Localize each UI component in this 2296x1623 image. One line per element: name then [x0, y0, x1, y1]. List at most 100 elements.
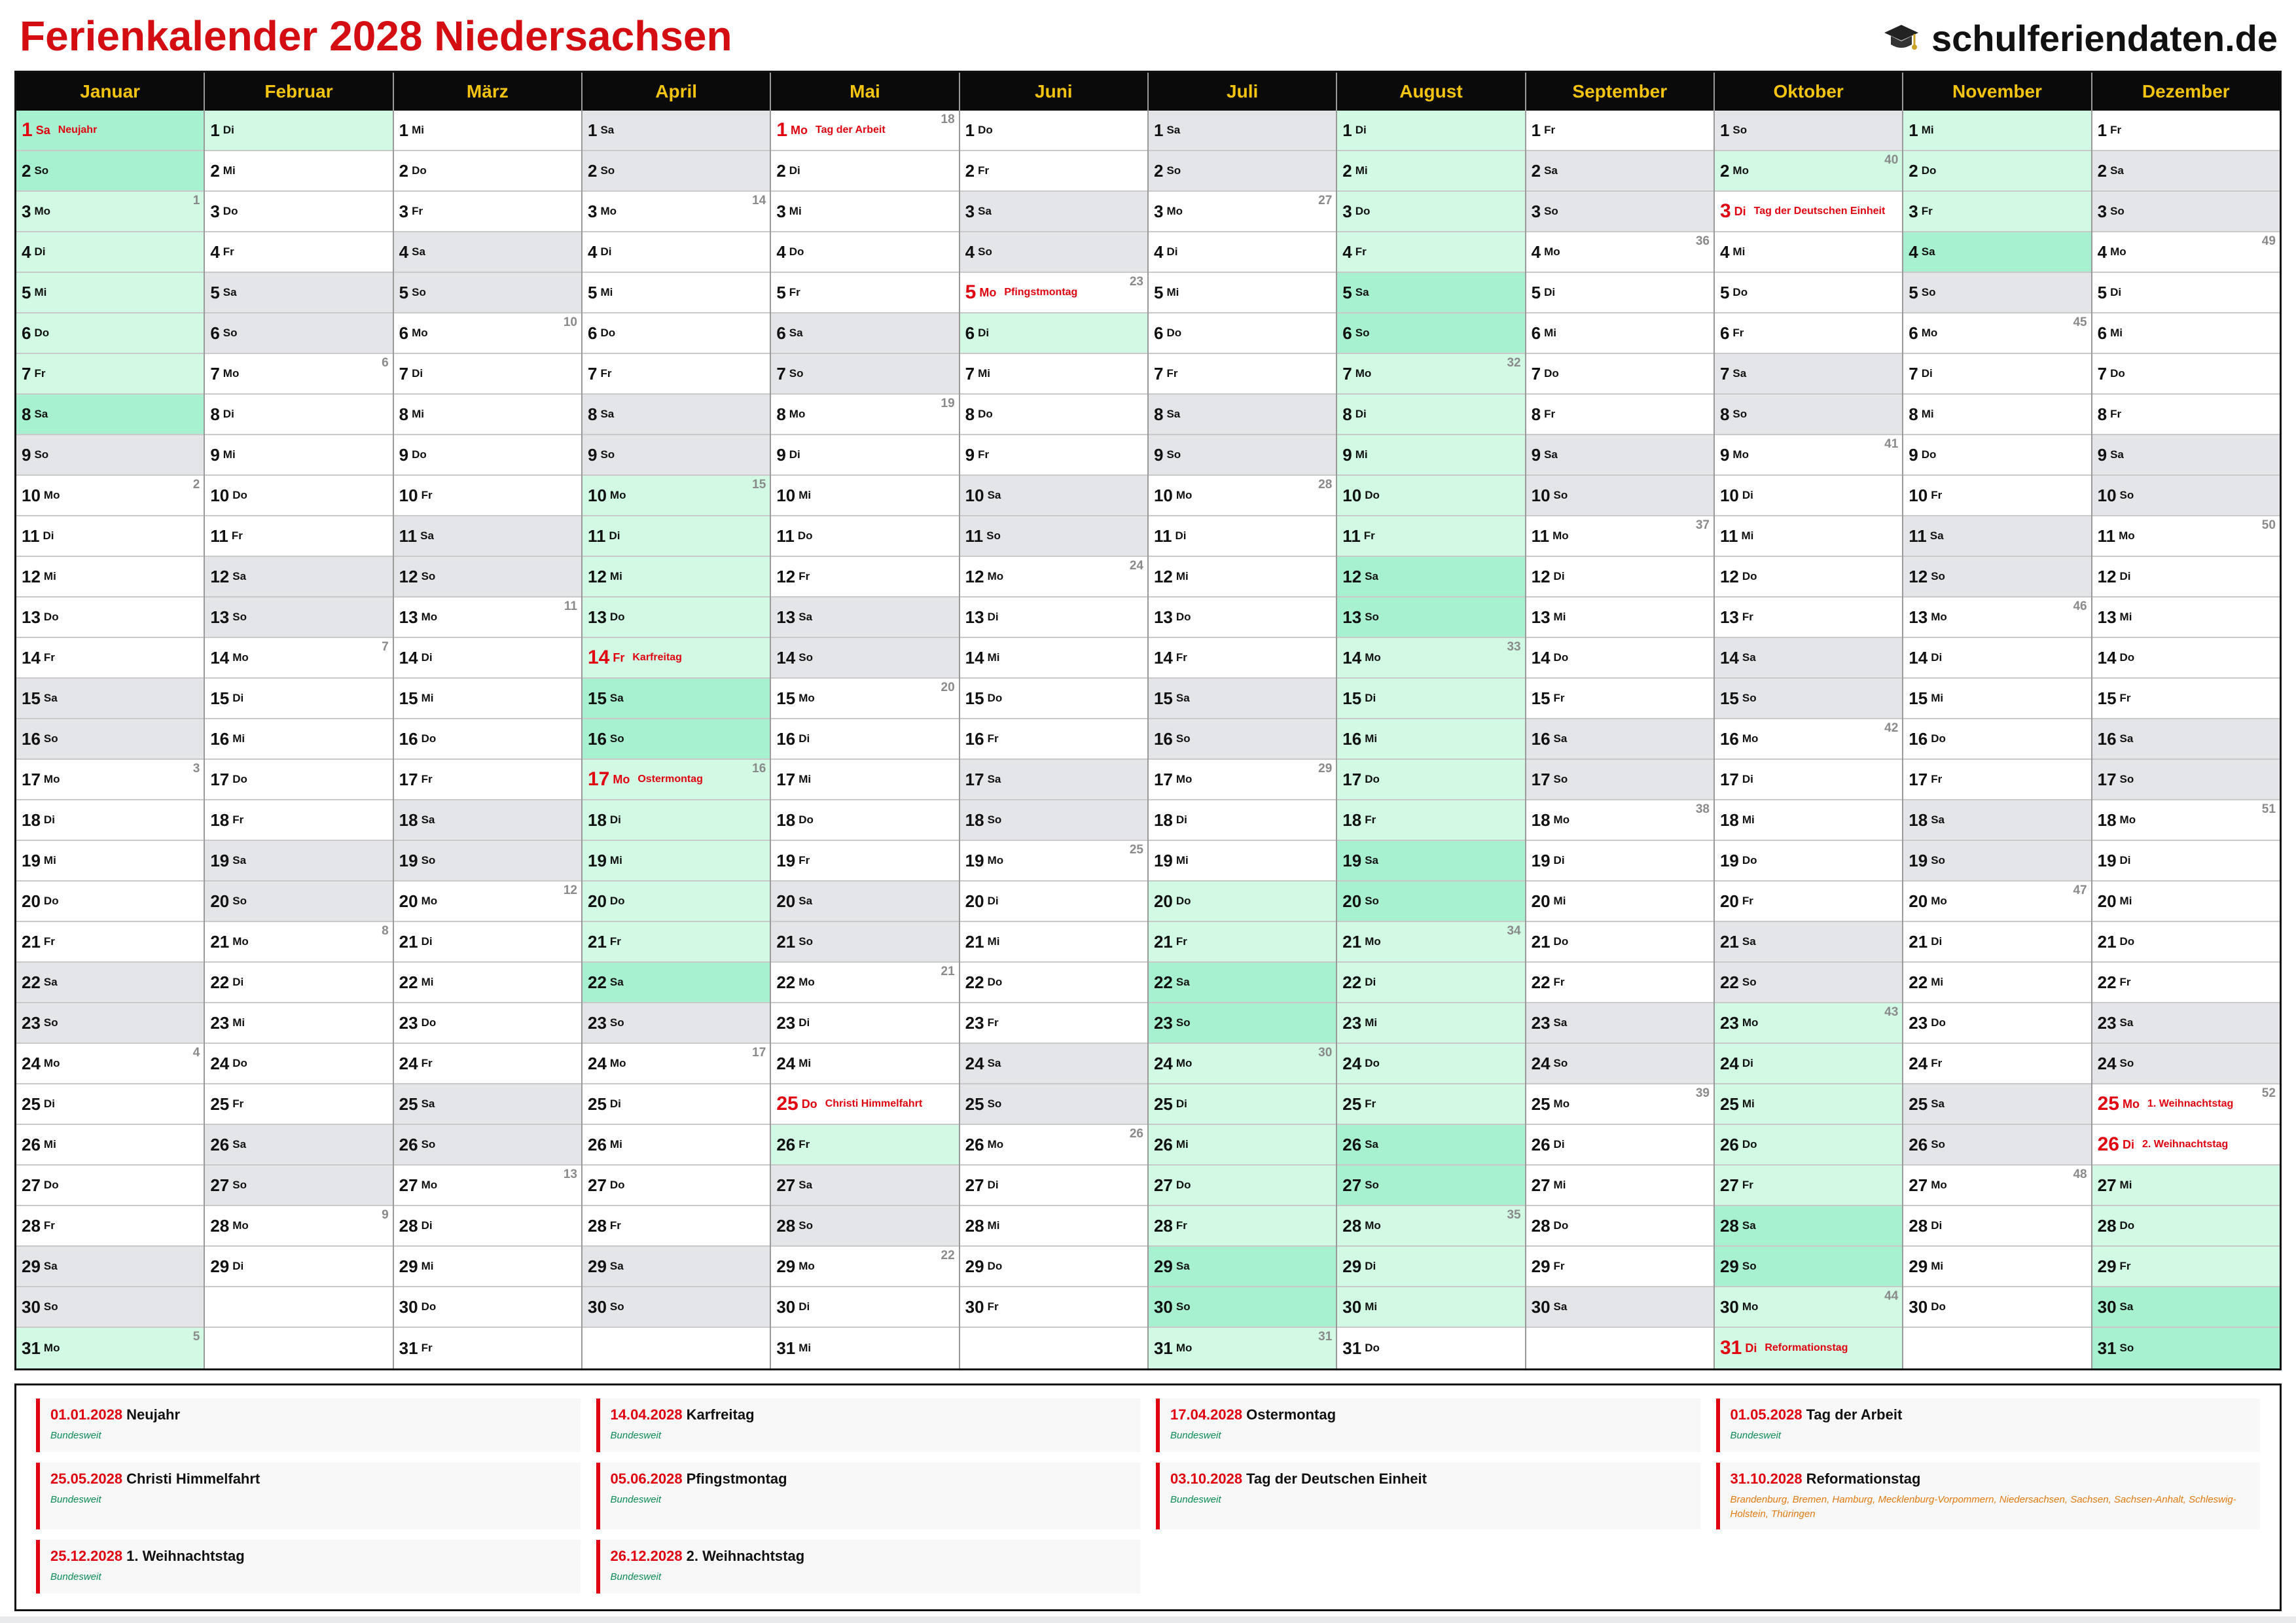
- day-cell: 4 Fr: [205, 232, 393, 273]
- weekday: Sa: [421, 813, 435, 826]
- day-number: 2: [776, 160, 786, 181]
- weekday: Di: [223, 408, 234, 420]
- weekday: Fr: [231, 529, 243, 542]
- weekday: Mi: [1931, 976, 1944, 988]
- weekday: Mi: [1166, 286, 1179, 298]
- weekday: Sa: [1742, 1219, 1756, 1232]
- weekday: Di: [1355, 408, 1367, 420]
- day-cell: 24 Fr: [1903, 1044, 2091, 1084]
- day-number: 29: [399, 1256, 418, 1276]
- day-number: 9: [1342, 444, 1352, 465]
- holiday-line: 25.12.2028 1. Weihnachtstag: [50, 1548, 570, 1565]
- weekday: Di: [609, 1097, 621, 1110]
- day-number: 13: [776, 607, 796, 627]
- day-number: 9: [1909, 444, 1918, 465]
- day-number: 26: [776, 1134, 796, 1154]
- weekday: Fr: [2119, 692, 2131, 704]
- day-number: 21: [1531, 931, 1551, 952]
- weekday: Di: [1175, 813, 1187, 826]
- weekday: So: [1365, 1179, 1379, 1191]
- day-cell: 2 So: [582, 151, 770, 192]
- day-number: 20: [965, 891, 984, 911]
- day-number: 25: [1719, 1094, 1739, 1114]
- day-cell: 11 Di: [582, 516, 770, 557]
- weekday: So: [798, 935, 813, 948]
- day-number: 6: [1342, 323, 1352, 343]
- day-number: 28: [776, 1215, 796, 1236]
- day-number: 26: [1531, 1134, 1551, 1154]
- day-number: 10: [1153, 485, 1173, 505]
- weekday: Mo: [421, 1179, 438, 1191]
- holiday-scope: Bundesweit: [1730, 1430, 1782, 1441]
- day-number: 23: [587, 1012, 607, 1033]
- weekday: Mo: [1931, 611, 1947, 623]
- day-number: 4: [776, 241, 786, 262]
- holiday-item: 05.06.2028 Pfingstmontag Bundesweit: [596, 1463, 1140, 1529]
- weekday: Di: [421, 1219, 433, 1232]
- day-number: 28: [1531, 1215, 1551, 1236]
- weekday: Do: [1742, 570, 1757, 582]
- day-number: 23: [1531, 1012, 1551, 1033]
- day-cell: 3 Do: [205, 192, 393, 232]
- day-number: 17: [399, 769, 418, 789]
- day-cell: 28 Fr: [1148, 1206, 1336, 1247]
- weekday: Mo: [798, 1260, 815, 1272]
- day-cell: 11 So: [960, 516, 1147, 557]
- day-number: 13: [1153, 607, 1173, 627]
- day-cell: 19 Mi: [582, 841, 770, 882]
- weekday: Di: [789, 448, 800, 461]
- day-cell: 5 So: [1903, 273, 2091, 313]
- holiday-line: 14.04.2028 Karfreitag: [611, 1406, 1130, 1423]
- month-header: Juni: [960, 73, 1147, 111]
- weekday: Sa: [34, 408, 48, 420]
- day-number: 8: [2097, 404, 2108, 424]
- day-cell: 5 So: [393, 273, 581, 313]
- weekday: So: [2119, 773, 2134, 785]
- week-number: 16: [752, 762, 766, 776]
- holiday-date: 03.10.2028: [1170, 1471, 1243, 1487]
- day-cell: 21 Mi: [960, 922, 1147, 963]
- holiday-item: 03.10.2028 Tag der Deutschen Einheit Bunde…: [1156, 1463, 1700, 1529]
- day-cell: 11 Sa: [1903, 516, 2091, 557]
- week-number: 46: [2073, 599, 2087, 613]
- day-number: 20: [22, 891, 41, 911]
- day-number: 29: [22, 1256, 41, 1276]
- day-cell: 7 Di: [1903, 354, 2091, 395]
- weekday: Sa: [232, 570, 247, 582]
- day-number: 10: [1531, 485, 1551, 505]
- weekday: Do: [1365, 1342, 1380, 1354]
- week-number: 12: [563, 883, 577, 897]
- weekday: Mo: [1365, 651, 1381, 664]
- day-cell: 24 Mo 17: [582, 1044, 770, 1084]
- day-cell: 5 Mi: [582, 273, 770, 313]
- day-number: 1: [1531, 120, 1541, 140]
- holiday-name: 2. Weihnachtstag: [2142, 1139, 2229, 1150]
- weekday: Fr: [613, 651, 625, 664]
- day-number: 27: [776, 1175, 796, 1195]
- day-number: 27: [1719, 1175, 1739, 1195]
- weekday: Di: [1742, 773, 1753, 785]
- day-number: 31: [776, 1338, 796, 1358]
- month-column: Dezember 1 Fr 2 Sa 3 So 4 Mo 49 5 Di 6 Mi 7 Do 8 Fr 9 Sa 10 S…: [2092, 73, 2280, 1368]
- day-cell: 4 Sa: [1903, 232, 2091, 273]
- day-number: 22: [587, 972, 607, 992]
- day-cell: 29 Di: [1337, 1247, 1525, 1287]
- day-number: 29: [1531, 1256, 1551, 1276]
- day-cell: 14 So: [771, 638, 959, 679]
- day-number: 13: [1909, 607, 1928, 627]
- day-cell: 27 Do: [582, 1166, 770, 1206]
- day-cell: 16 Mo 42: [1714, 719, 1903, 760]
- weekday: Di: [43, 1097, 55, 1110]
- day-cell: 11 Mo 37: [1526, 516, 1713, 557]
- day-cell: 30 Di: [771, 1287, 959, 1328]
- weekday: Sa: [600, 124, 615, 136]
- day-cell: 28 So: [771, 1206, 959, 1247]
- day-number: 13: [399, 607, 418, 627]
- day-number: 30: [965, 1296, 984, 1317]
- week-number: 26: [1129, 1127, 1143, 1141]
- day-cell: 13 Do: [1148, 597, 1336, 638]
- day-number: 3: [1719, 200, 1731, 222]
- day-number: 20: [1719, 891, 1739, 911]
- day-cell: 26 Do: [1714, 1125, 1903, 1166]
- day-number: 31: [1719, 1337, 1742, 1359]
